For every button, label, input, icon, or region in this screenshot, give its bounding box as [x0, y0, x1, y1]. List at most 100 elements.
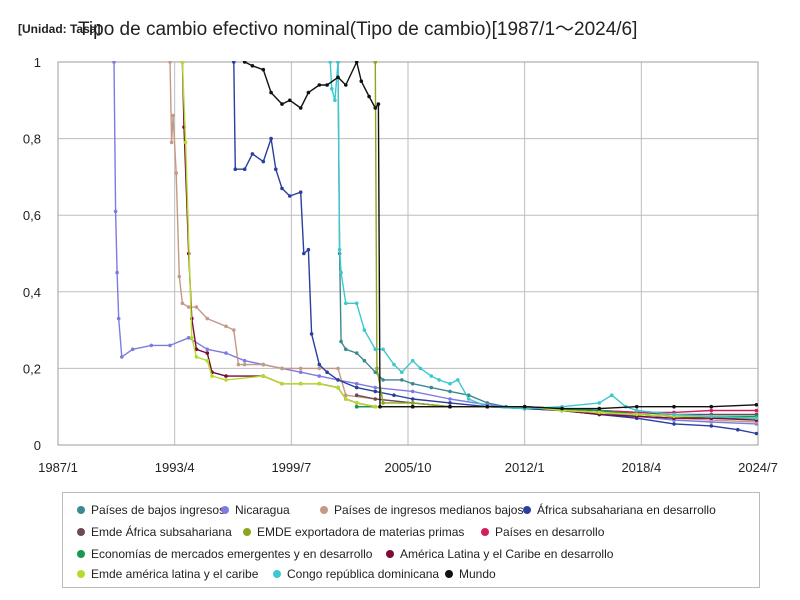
data-point [344, 397, 348, 401]
data-point [224, 324, 228, 329]
unit-label: [Unidad: Tasa] [18, 22, 100, 36]
data-point [280, 366, 284, 371]
legend-label: América Latina y el Caribe en desarrollo [400, 547, 614, 561]
data-point [410, 358, 415, 363]
data-point [672, 404, 676, 409]
data-point [130, 347, 135, 352]
data-point [250, 152, 255, 156]
legend-item: Economías de mercados emergentes y en de… [77, 547, 372, 561]
data-point [168, 61, 172, 64]
axes: 1987/1 1993/4 1999/7 2005/10 2012/1 2018/4 202… [23, 55, 778, 475]
data-point [359, 79, 364, 83]
data-point [610, 393, 614, 398]
data-point [317, 381, 322, 386]
y-tick-label: 0,4 [23, 285, 41, 300]
data-point [466, 397, 471, 401]
data-point [709, 408, 714, 413]
legend-label: Nicaragua [235, 503, 290, 517]
data-point [634, 408, 639, 413]
data-point [597, 406, 602, 411]
legend-item: América Latina y el Caribe en desarrollo [386, 547, 613, 561]
grid [57, 61, 759, 446]
data-point [113, 209, 118, 214]
data-point [362, 328, 367, 332]
series-5 [354, 393, 758, 417]
data-point [205, 358, 210, 363]
series-line [337, 61, 757, 419]
data-point [242, 362, 247, 367]
data-point [186, 336, 191, 340]
data-point [381, 347, 385, 352]
data-point [410, 389, 415, 394]
series-6 [373, 61, 758, 420]
legend-marker [77, 505, 85, 514]
data-point [194, 305, 199, 309]
data-point [354, 61, 359, 64]
data-point [634, 404, 639, 409]
series-3 [168, 61, 758, 424]
plot-frame [57, 61, 759, 446]
data-point [337, 247, 342, 252]
legend-marker [523, 505, 531, 514]
y-tick-label: 0,8 [23, 132, 41, 147]
legend-marker [243, 527, 251, 536]
data-point [560, 406, 564, 411]
data-point [597, 410, 602, 415]
data-point [709, 404, 714, 409]
data-point [709, 424, 714, 428]
data-point [373, 370, 378, 375]
legend-marker [77, 569, 85, 578]
data-point [410, 401, 415, 405]
x-tick-label: 1993/4 [155, 460, 195, 475]
legend-marker [386, 549, 394, 558]
y-tick-label: 0,6 [23, 208, 41, 223]
series-line [181, 61, 757, 419]
data-point [280, 186, 284, 191]
data-point [373, 397, 378, 401]
data-point [344, 393, 348, 398]
series-line [244, 61, 757, 410]
legend-label: Mundo [459, 567, 496, 581]
data-point [354, 351, 359, 355]
data-point [261, 67, 266, 72]
data-point [180, 301, 185, 306]
data-point [269, 90, 273, 95]
data-point [298, 366, 303, 371]
data-point [317, 362, 322, 367]
data-point [456, 378, 460, 382]
x-tick-label: 2012/1 [505, 460, 545, 475]
y-tick-label: 1 [34, 55, 41, 70]
legend-label: Países en desarrollo [495, 525, 605, 539]
legend-label: EMDE exportadora de materias primas [257, 525, 465, 539]
data-point [392, 393, 396, 398]
data-point [317, 83, 322, 87]
legend-item: Países de ingresos medianos bajos [320, 503, 523, 517]
data-point [317, 366, 322, 371]
series-4 [232, 61, 758, 436]
data-point [354, 381, 359, 386]
data-point [339, 270, 343, 275]
legend-item: Países en desarrollo [481, 525, 604, 539]
data-point [250, 64, 255, 68]
legend-item: Países de bajos ingresos [77, 503, 225, 517]
data-point [373, 347, 378, 352]
data-point [336, 366, 340, 371]
data-point [232, 61, 236, 64]
data-point [448, 397, 452, 401]
data-point [381, 401, 385, 405]
data-point [336, 378, 340, 382]
data-point [333, 98, 337, 103]
data-point [236, 362, 241, 367]
data-point [224, 378, 228, 382]
legend: Países de bajos ingresos Nicaragua Países … [62, 492, 760, 588]
data-point [336, 75, 340, 80]
data-point [298, 190, 303, 194]
data-point [354, 404, 359, 409]
data-point [261, 362, 266, 367]
data-point [373, 404, 378, 409]
legend-item: Emde África subsahariana [77, 525, 232, 539]
data-point [448, 381, 452, 386]
data-point [261, 374, 266, 378]
chart-title: Tipo de cambio efectivo nominal(Tipo de … [78, 19, 637, 40]
